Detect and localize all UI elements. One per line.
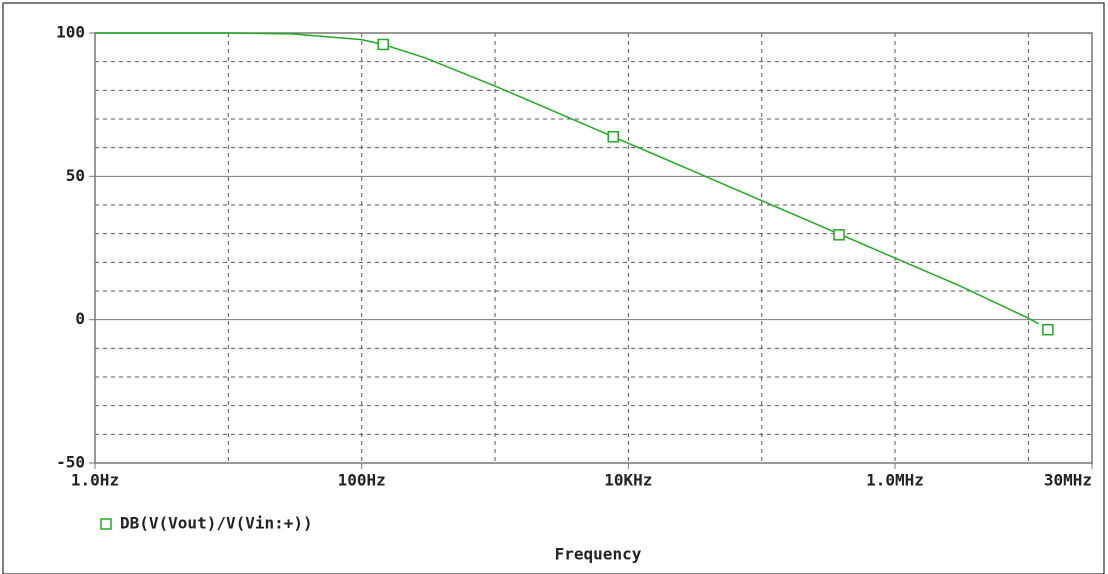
legend-symbol: [100, 518, 112, 530]
y-tick-label: -50: [56, 453, 85, 472]
x-tick-label: 100Hz: [338, 471, 386, 490]
x-tick-label: 1.0Hz: [71, 471, 119, 490]
marker: [1042, 323, 1054, 336]
plot-border: [94, 32, 1093, 464]
marker: [833, 229, 845, 241]
y-tick-label: 0: [75, 309, 85, 328]
marker: [377, 38, 389, 51]
x-axis-label: Frequency: [555, 545, 642, 564]
line: [95, 32, 1040, 325]
y-tick-label: 100: [56, 23, 85, 42]
x-tick-label: 30MHz: [1044, 471, 1092, 490]
y-tick-label: 50: [66, 166, 85, 185]
legend-label: DB(V(Vout)/V(Vin:+)): [120, 514, 313, 533]
x-tick-label: 1.0MHz: [866, 471, 924, 490]
marker: [607, 131, 619, 143]
x-tick-label: 10KHz: [604, 471, 652, 490]
